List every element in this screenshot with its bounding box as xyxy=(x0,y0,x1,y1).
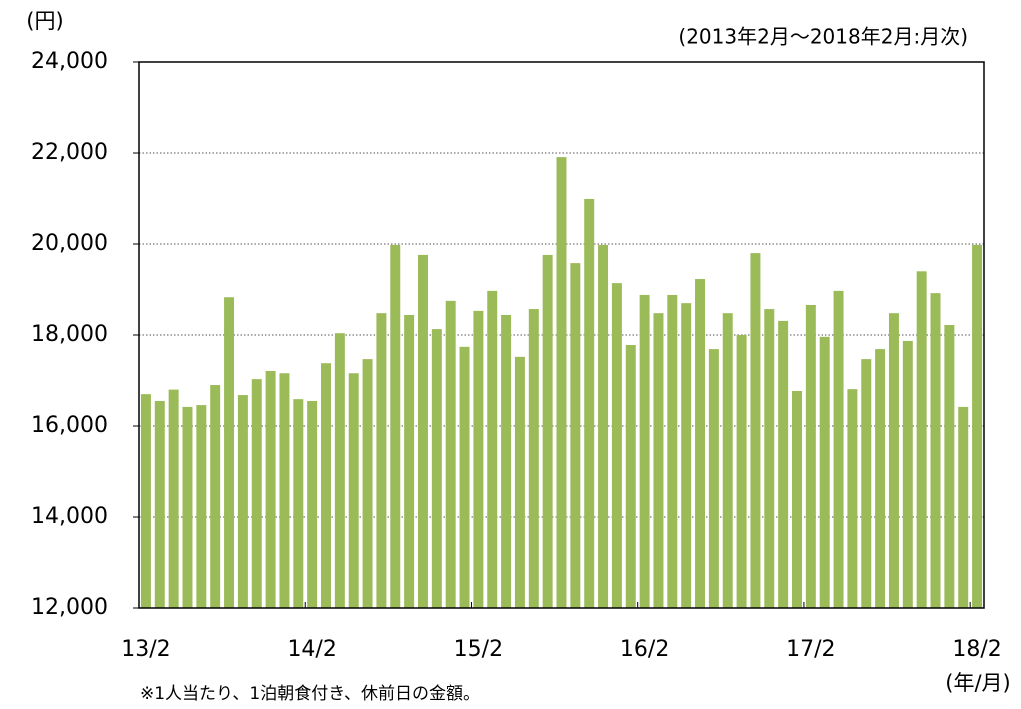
bar xyxy=(667,294,678,608)
bar xyxy=(487,290,498,608)
bar xyxy=(625,345,636,608)
bar xyxy=(778,320,789,608)
bar xyxy=(362,359,373,608)
bar xyxy=(847,389,858,608)
bar xyxy=(528,309,539,608)
y-tick-label: 14,000 xyxy=(31,504,108,529)
bar xyxy=(293,399,304,608)
footnote: ※1人当たり、1泊朝食付き、休前日の金額。 xyxy=(140,684,480,704)
bar xyxy=(708,349,719,608)
x-tick-label: 13/2 xyxy=(121,637,170,662)
bar xyxy=(321,363,331,608)
y-tick-label: 18,000 xyxy=(31,322,108,347)
bar xyxy=(334,333,345,608)
bar xyxy=(154,400,165,608)
bar xyxy=(348,373,359,608)
bar xyxy=(902,340,913,608)
bar xyxy=(888,313,899,608)
bar xyxy=(805,304,816,608)
y-axis-unit: (円) xyxy=(26,9,63,33)
bar xyxy=(570,263,581,608)
x-tick-label: 18/2 xyxy=(952,637,1001,662)
x-tick-label: 17/2 xyxy=(786,637,835,662)
bar xyxy=(958,406,969,608)
bar xyxy=(598,244,609,608)
y-tick-label: 20,000 xyxy=(31,231,108,256)
bar xyxy=(140,394,151,608)
y-tick-label: 24,000 xyxy=(31,49,108,74)
bar xyxy=(542,254,553,609)
bar xyxy=(417,254,428,609)
bar xyxy=(695,279,706,608)
bar xyxy=(833,290,844,608)
y-tick-label: 22,000 xyxy=(31,140,108,165)
bar xyxy=(514,356,525,608)
bar xyxy=(376,313,387,608)
bar xyxy=(473,310,484,608)
bar xyxy=(944,324,955,608)
y-tick-label: 16,000 xyxy=(31,413,108,438)
bar xyxy=(182,406,193,608)
x-tick-label: 16/2 xyxy=(620,637,669,662)
bar xyxy=(390,244,401,608)
bar xyxy=(736,335,747,608)
bar xyxy=(875,349,886,608)
bar xyxy=(251,379,262,608)
bar xyxy=(265,370,276,608)
bar xyxy=(972,244,983,608)
bar xyxy=(681,303,692,608)
x-tick-label: 14/2 xyxy=(287,637,336,662)
bar xyxy=(764,309,775,608)
bar xyxy=(307,400,318,608)
bar xyxy=(168,389,179,608)
x-tick-label: 15/2 xyxy=(454,637,503,662)
bar xyxy=(459,346,470,608)
bar xyxy=(916,271,927,608)
bar xyxy=(279,373,290,608)
chart-subtitle: (2013年2月～2018年2月:月次) xyxy=(678,25,968,49)
bar xyxy=(750,253,761,608)
bar xyxy=(224,297,235,608)
plot-frame xyxy=(138,61,985,609)
y-tick-label: 12,000 xyxy=(31,595,108,620)
bar xyxy=(431,329,442,608)
bar xyxy=(861,359,872,608)
bar xyxy=(404,314,415,608)
bar xyxy=(722,313,733,608)
bar xyxy=(611,283,622,608)
bar xyxy=(196,405,207,608)
bar xyxy=(501,314,512,608)
bar xyxy=(584,198,595,608)
bar xyxy=(792,390,802,608)
bar xyxy=(653,313,664,608)
bar xyxy=(237,395,248,608)
bar xyxy=(445,300,456,608)
bar xyxy=(639,294,650,608)
bar xyxy=(930,293,941,608)
bar xyxy=(819,336,830,608)
bar xyxy=(556,157,567,608)
bar xyxy=(210,385,221,608)
x-axis-unit: (年/月) xyxy=(945,671,1010,695)
